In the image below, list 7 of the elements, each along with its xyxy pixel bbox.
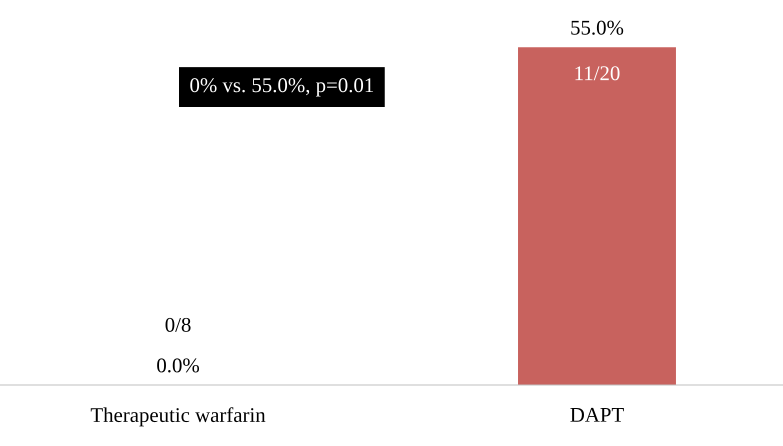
annotation: 11/20 [575,66,620,80]
annotation: 0% vs. 55.0%, p=0.01 [190,78,374,96]
data-label: 0.0% [157,358,200,373]
annotation: 0/8 [166,318,191,332]
data-label: 55.0% [571,20,624,35]
x-tick-label: DAPT [570,408,624,422]
x-tick-label: Therapeutic warfarin [90,407,266,426]
